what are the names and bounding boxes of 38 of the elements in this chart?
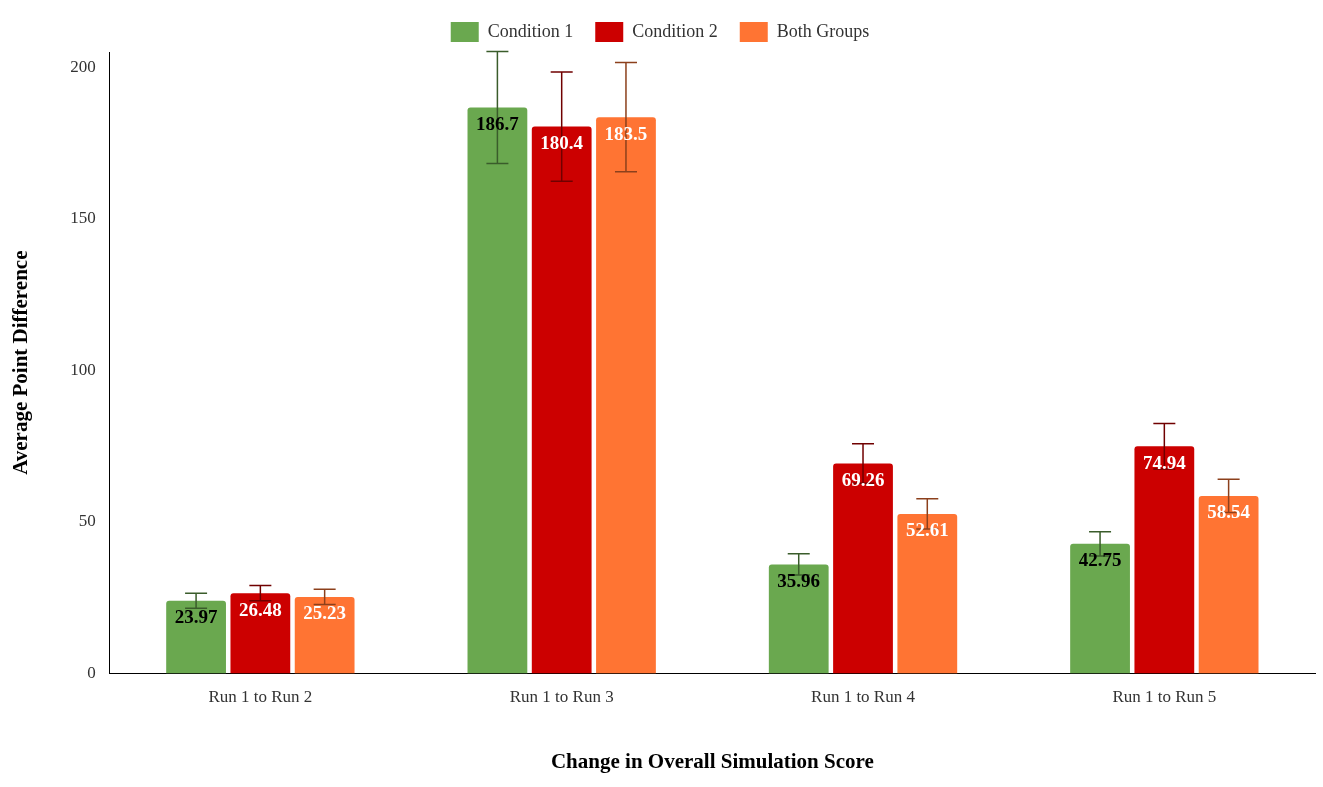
legend-label: Both Groups [776, 20, 870, 41]
data-label: 183.5 [604, 122, 648, 144]
legend-label: Condition 1 [487, 20, 574, 41]
data-label: 35.96 [777, 569, 821, 591]
data-label: 26.48 [238, 598, 282, 620]
y-tick-label: 150 [70, 208, 96, 228]
y-axis-title: Average Point Difference [8, 250, 33, 475]
x-tick-label: Run 1 to Run 3 [509, 687, 614, 707]
x-axis-title: Change in Overall Simulation Score [550, 748, 874, 773]
bar [1134, 446, 1195, 674]
bar [531, 126, 592, 674]
data-label: 23.97 [174, 606, 218, 628]
data-label: 25.23 [303, 602, 347, 624]
data-label: 180.4 [540, 131, 584, 153]
data-label: 186.7 [476, 112, 520, 134]
bar [768, 564, 829, 674]
data-label: 42.75 [1078, 549, 1122, 571]
bar [166, 600, 226, 674]
legend-label: Condition 2 [632, 20, 718, 41]
bar [897, 513, 958, 674]
y-tick-label: 200 [70, 56, 96, 76]
bar [833, 463, 893, 674]
y-tick-label: 0 [87, 662, 96, 682]
x-tick-label: Run 1 to Run 5 [1112, 687, 1217, 707]
data-label: 58.54 [1207, 501, 1251, 523]
bar [1070, 543, 1130, 674]
y-tick-label: 100 [70, 359, 96, 379]
y-tick-label: 50 [78, 511, 96, 531]
bar [1198, 495, 1259, 674]
data-label: 52.61 [905, 519, 949, 541]
x-tick-label: Run 1 to Run 2 [208, 687, 313, 707]
bar [467, 107, 528, 674]
bar [294, 596, 355, 674]
bar [596, 117, 656, 674]
bar [230, 593, 291, 674]
x-tick-label: Run 1 to Run 4 [811, 687, 916, 707]
data-label: 69.26 [841, 468, 885, 490]
data-label: 74.94 [1142, 451, 1187, 473]
